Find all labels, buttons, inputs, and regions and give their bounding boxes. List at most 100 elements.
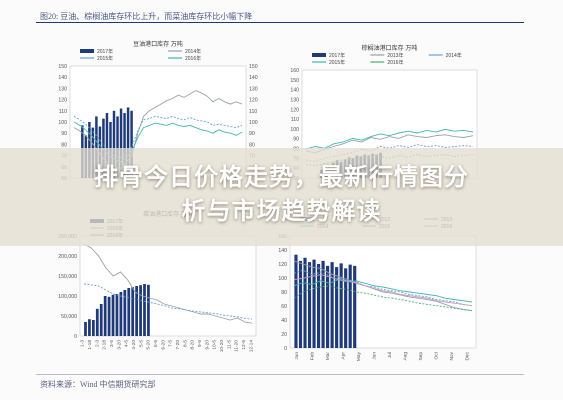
y-right-tick-label: 140 [249,75,258,81]
legend-label: 2014年 [446,52,462,59]
data-bar [111,294,115,336]
y-right-tick-label: 150 [249,64,258,70]
x-tick-label: 6-20 [160,340,166,350]
legend-label: 2015年 [329,59,345,66]
y-tick-label: 0 [74,334,77,340]
x-tick-label: 3-5 [109,340,115,347]
data-bar [339,263,343,348]
data-bar [130,110,133,178]
y-tick-label: 90 [293,137,299,143]
data-bar [123,290,127,336]
x-tick-label: 8-5 [182,340,188,347]
data-bar [99,304,103,336]
y-tick-label: 110 [59,109,67,115]
y-tick-label: 140 [278,248,287,254]
series-line [293,274,473,307]
y-tick-label: 20 [281,332,287,338]
legend-swatch-bar [312,53,326,57]
y-tick-label: 150,000 [58,274,77,280]
headline-line-2: 析与市场趋势解读 [181,197,382,225]
y-tick-label: 100 [278,276,287,282]
data-bar [126,107,130,178]
data-bar [335,267,339,348]
series-line [73,115,243,159]
y-tick-label: 100 [290,127,299,133]
yearly-stock-chart-svg: 2017201220132014201520161601401201008060… [278,217,477,361]
data-bar [115,294,119,336]
x-tick-label: 9-5 [197,340,203,347]
y-tick-label: 50,000 [61,314,77,320]
data-bar [298,260,303,348]
data-bar [135,286,139,336]
y-right-tick-label: 80 [249,142,255,148]
data-bar [344,268,348,348]
data-bar [119,108,123,178]
data-bar [116,116,119,178]
x-tick-label: Nov [449,351,455,360]
legend-swatch-bar [80,49,94,53]
data-bar [84,322,87,336]
data-bar [330,262,334,348]
y-tick-label: 110 [291,117,299,123]
data-bar [353,265,357,348]
y-tick-label: 150 [58,64,67,70]
x-tick-label: Apr [340,352,346,360]
y-tick-label: 200,000 [58,254,77,260]
data-bar [307,262,312,348]
x-tick-label: 4-20 [131,340,137,350]
data-bar [112,110,116,178]
y-tick-label: 80 [61,142,67,148]
y-tick-label: 100 [58,120,67,126]
y-right-tick-label: 90 [249,131,255,137]
series-line [83,243,253,324]
series-line [293,260,473,312]
data-bar [91,320,95,336]
data-bar [131,287,135,336]
figure-title: 图20: 豆油、棕榈油库存环比上升，而菜油库存环比小幅下降 [40,12,253,21]
bottom-rule [36,374,524,375]
legend-label: 2013年 [387,52,403,59]
y-tick-label: 40 [281,318,287,324]
legend-label: 2015年 [97,55,113,62]
x-tick-label: Feb [309,352,315,361]
data-bar [107,296,111,336]
series-line [305,128,474,150]
data-bar [105,113,109,178]
x-tick-label: 10-5 [212,340,218,350]
x-tick-label: 1-3 [80,340,86,347]
y-tick-label: 160 [290,68,299,74]
x-tick-label: Sep [418,352,424,361]
data-bar [123,113,126,178]
x-tick-label: 2-3 [94,340,100,347]
x-tick-label: 7-20 [175,340,181,350]
x-tick-label: 3-20 [116,340,122,350]
data-bar [119,292,123,336]
chart-title: 棕榈油港口库存 万吨 [362,44,418,52]
series-line [73,121,243,163]
data-bar [88,319,91,336]
x-tick-label: Aug [402,352,408,361]
x-tick-label: Mar [325,352,331,361]
legend-label: 2017年 [329,52,345,59]
data-bar [127,288,131,336]
data-bar [143,284,146,336]
y-tick-label: 130 [290,97,299,103]
y-right-tick-label: 110 [249,109,257,115]
data-bar [312,259,316,348]
headline: 排骨今日价格走势，最新行情图分 析与市场趋势解读 [0,160,563,228]
x-tick-label: 7-5 [168,340,174,347]
x-tick-label: Jan [294,352,300,360]
x-tick-label: 5-20 [146,340,152,350]
data-bar [95,308,99,336]
legend-label: 2017年 [97,48,113,55]
data-bar [139,285,142,336]
y-right-tick-label: 100 [249,120,258,126]
y-tick-label: 150 [290,78,299,84]
data-bar [321,260,325,348]
chart-title: 豆油港口库存 万吨 [133,40,183,48]
x-tick-label: 6-5 [153,340,159,347]
x-tick-label: Oct [433,351,439,359]
x-tick-label: 10-20 [219,340,225,353]
data-bar [326,265,330,348]
headline-line-1: 排骨今日价格走势，最新行情图分 [94,163,469,191]
